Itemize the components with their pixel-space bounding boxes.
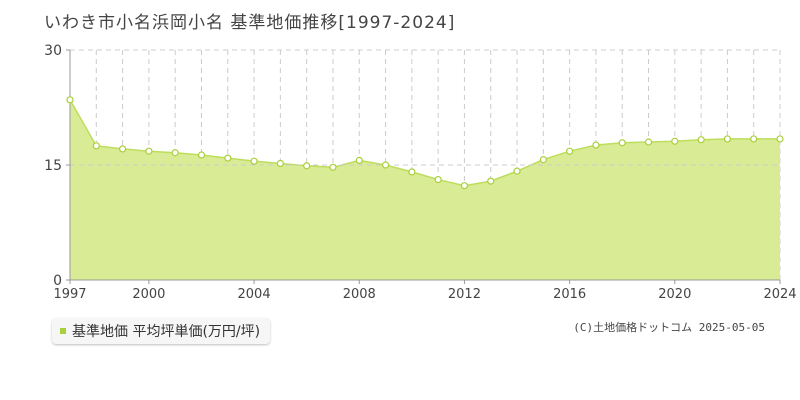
data-point [329,163,337,171]
data-point [644,138,653,146]
data-point [118,145,127,153]
data-point [513,167,521,175]
data-point [697,136,705,144]
data-point [224,154,232,162]
data-point [618,139,626,147]
data-point [250,157,258,165]
data-point [355,156,363,164]
data-point [276,159,284,168]
x-tick-label: 2004 [238,287,271,302]
data-point [303,162,311,170]
legend-marker [60,328,66,334]
data-points [66,96,784,190]
data-point [408,168,416,176]
y-tick-label: 15 [44,158,62,174]
credit-text: (C)土地価格ドットコム 2025-05-05 [573,321,765,334]
data-point [171,149,179,157]
y-tick-label: 30 [44,43,62,59]
series-line [69,99,780,187]
data-point [592,141,600,149]
data-point [723,135,732,143]
data-point [66,96,74,104]
x-tick-label: 2012 [448,287,481,302]
area-fill [70,99,780,280]
legend-label: 基準地価 平均坪単価(万円/坪) [72,324,261,340]
x-tick-label: 2008 [343,287,376,302]
data-point [671,137,679,145]
data-point [145,147,153,155]
x-tick-label: 2020 [658,287,691,302]
data-point [539,156,547,164]
data-point [434,175,442,184]
axes [66,49,781,284]
x-tick-label: 1997 [53,287,86,302]
x-tick-label: 2016 [553,287,586,302]
data-point [460,182,469,190]
data-point [381,161,390,169]
tick-labels: 0 15 30 1997 2000 2004 2008 2012 2016 2020 2024 [44,43,796,302]
data-point [92,142,100,150]
x-tick-label: 2000 [132,287,165,302]
data-point [566,147,574,155]
legend: 基準地価 平均坪単価(万円/坪) [52,318,271,344]
chart-title: いわき市小名浜岡小名 基準地価推移[1997-2024] [44,13,456,33]
data-point [750,135,758,143]
data-point [776,135,784,143]
plot-area [69,99,780,280]
data-point [487,177,495,185]
x-tick-label: 2024 [763,287,796,302]
y-tick-label: 0 [53,273,62,289]
data-point [197,151,206,159]
